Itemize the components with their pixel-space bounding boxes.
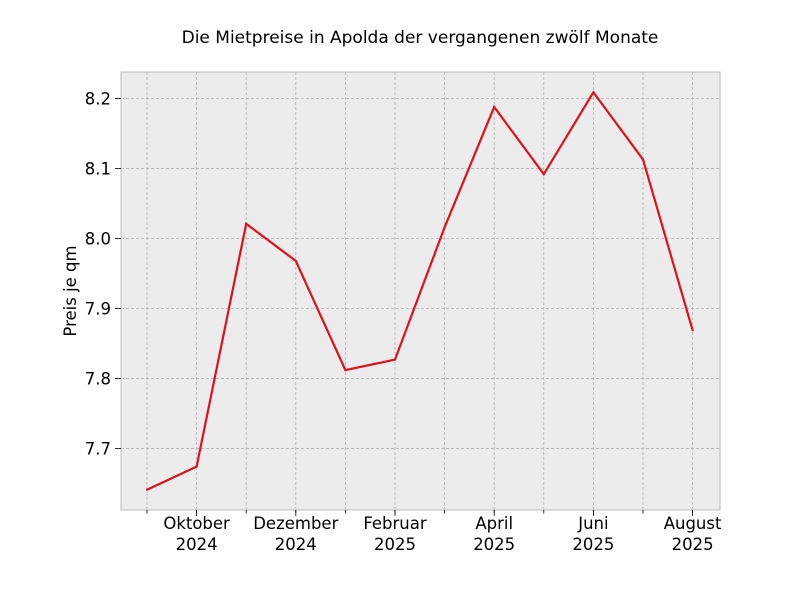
plot-frame <box>120 71 721 511</box>
y-tick-label: 7.9 <box>85 299 111 318</box>
x-tick-label: Februar <box>363 514 427 533</box>
x-tick-label: Oktober <box>163 514 230 533</box>
y-tick-label: 8.2 <box>85 90 111 109</box>
data-point <box>592 91 595 94</box>
data-point <box>245 222 248 225</box>
series-layer <box>145 90 694 491</box>
x-tick-label-year: 2025 <box>572 535 614 554</box>
data-point <box>344 368 347 372</box>
chart-title: Die Mietpreise in Apolda der vergangenen… <box>182 28 659 48</box>
x-tick-label: August <box>664 514 722 533</box>
data-point <box>641 158 645 161</box>
tick-layer: Oktober 2024 Dezember 2024 Februar 2025 April 2… <box>85 90 722 554</box>
data-point <box>393 358 397 361</box>
data-point <box>443 226 446 229</box>
x-tick-label: Dezember <box>253 514 338 533</box>
data-point <box>195 465 198 468</box>
x-tick-label-year: 2025 <box>473 535 515 554</box>
y-tick-label: 8.1 <box>85 160 111 179</box>
x-tick-label-year: 2025 <box>374 535 416 554</box>
series-line <box>146 90 694 491</box>
data-point <box>493 105 496 109</box>
x-tick-label-year: 2024 <box>275 535 317 554</box>
x-tick-label-year: 2024 <box>176 535 218 554</box>
data-point <box>145 488 149 491</box>
x-tick-label: April <box>475 514 513 533</box>
data-point <box>542 173 545 176</box>
y-tick-label: 7.8 <box>85 369 111 388</box>
y-axis-label: Preis je qm <box>61 245 80 336</box>
y-tick-label: 8.0 <box>85 230 111 249</box>
data-point <box>691 329 694 332</box>
data-point <box>294 259 297 263</box>
x-tick-label-year: 2025 <box>672 535 714 554</box>
x-tick-label: Juni <box>577 514 608 533</box>
y-tick-label: 7.7 <box>85 439 111 458</box>
grid-lines <box>121 72 720 510</box>
